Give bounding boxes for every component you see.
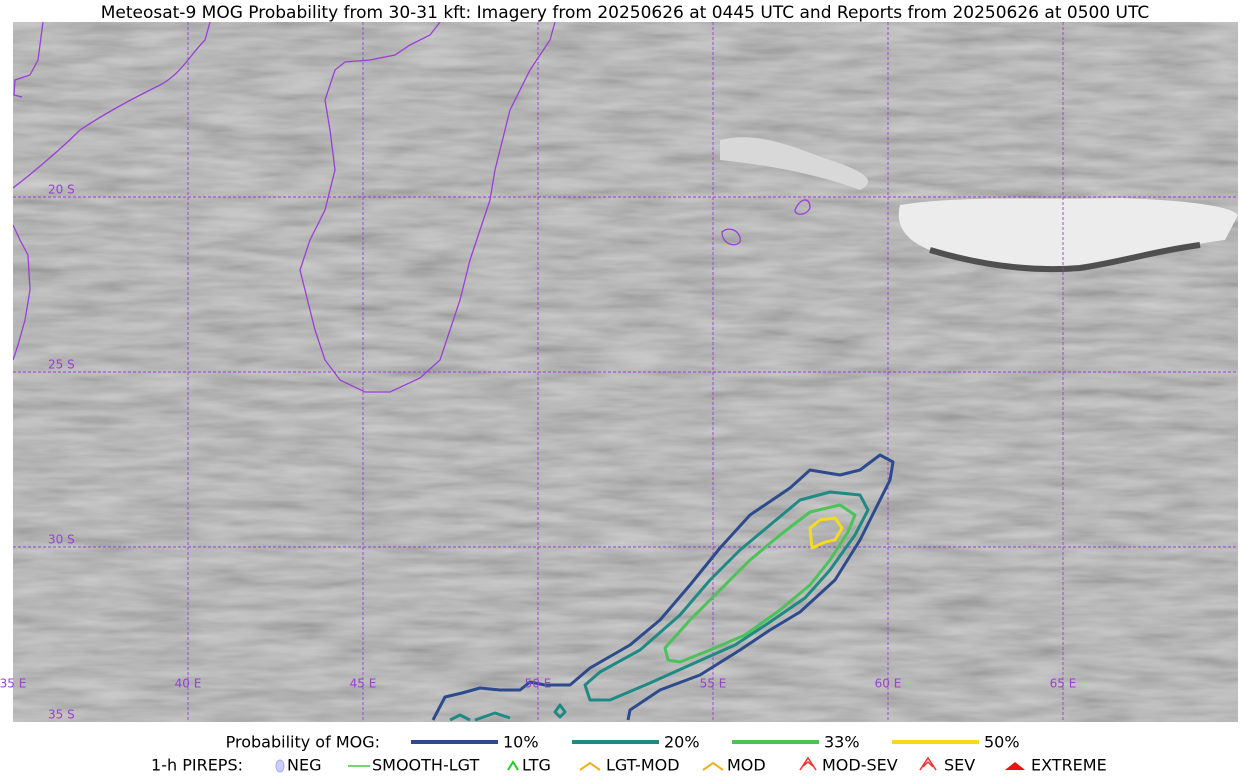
grid-labels: 20 S 25 S 30 S 35 S 35 E 40 E 45 E 50 E 55 E 60 E…	[0, 183, 1076, 722]
icon-mod-sev	[799, 756, 817, 771]
lat-label: 20 S	[48, 183, 75, 197]
legend-label: MOD-SEV	[822, 756, 898, 775]
icon-sev	[919, 756, 937, 771]
legend-label: 50%	[984, 733, 1020, 752]
legend-label: 20%	[664, 733, 700, 752]
legend-label: SMOOTH-LGT	[372, 756, 479, 775]
icon-mod	[702, 761, 724, 771]
graticule	[13, 22, 1238, 722]
lon-label: 40 E	[175, 677, 202, 691]
legend-title: Probability of MOG:	[226, 733, 380, 752]
legend-label: 10%	[503, 733, 539, 752]
contour-50	[808, 516, 844, 550]
legend-label: LTG	[522, 756, 551, 775]
icon-lgt-mod	[579, 761, 601, 771]
contour-33	[663, 503, 857, 664]
legend-label: EXTREME	[1031, 756, 1107, 775]
satellite-image	[13, 22, 1238, 722]
lat-label: 25 S	[48, 358, 75, 372]
lat-label: 35 S	[48, 708, 75, 722]
contour-10	[431, 453, 895, 721]
lon-label: 55 E	[700, 677, 727, 691]
lon-label: 35 E	[0, 677, 26, 691]
title: Meteosat-9 MOG Probability from 30-31 kf…	[101, 3, 1150, 23]
lon-label: 45 E	[350, 677, 377, 691]
legend: Probability of MOG: 1-h PIREPS: 10% 20% 33…	[151, 733, 1107, 775]
legend-title: 1-h PIREPS:	[151, 756, 243, 775]
legend-label: NEG	[287, 756, 321, 775]
lon-label: 65 E	[1050, 677, 1077, 691]
icon-neg	[275, 759, 285, 773]
legend-label: SEV	[944, 756, 975, 775]
lat-label: 30 S	[48, 533, 75, 547]
contour-20	[449, 490, 870, 722]
legend-label: MOD	[727, 756, 766, 775]
lon-label: 50 E	[525, 677, 552, 691]
lon-label: 60 E	[875, 677, 902, 691]
legend-label: LGT-MOD	[606, 756, 680, 775]
icon-ltg	[507, 760, 519, 771]
icon-extreme	[1005, 762, 1025, 770]
legend-label: 33%	[824, 733, 860, 752]
